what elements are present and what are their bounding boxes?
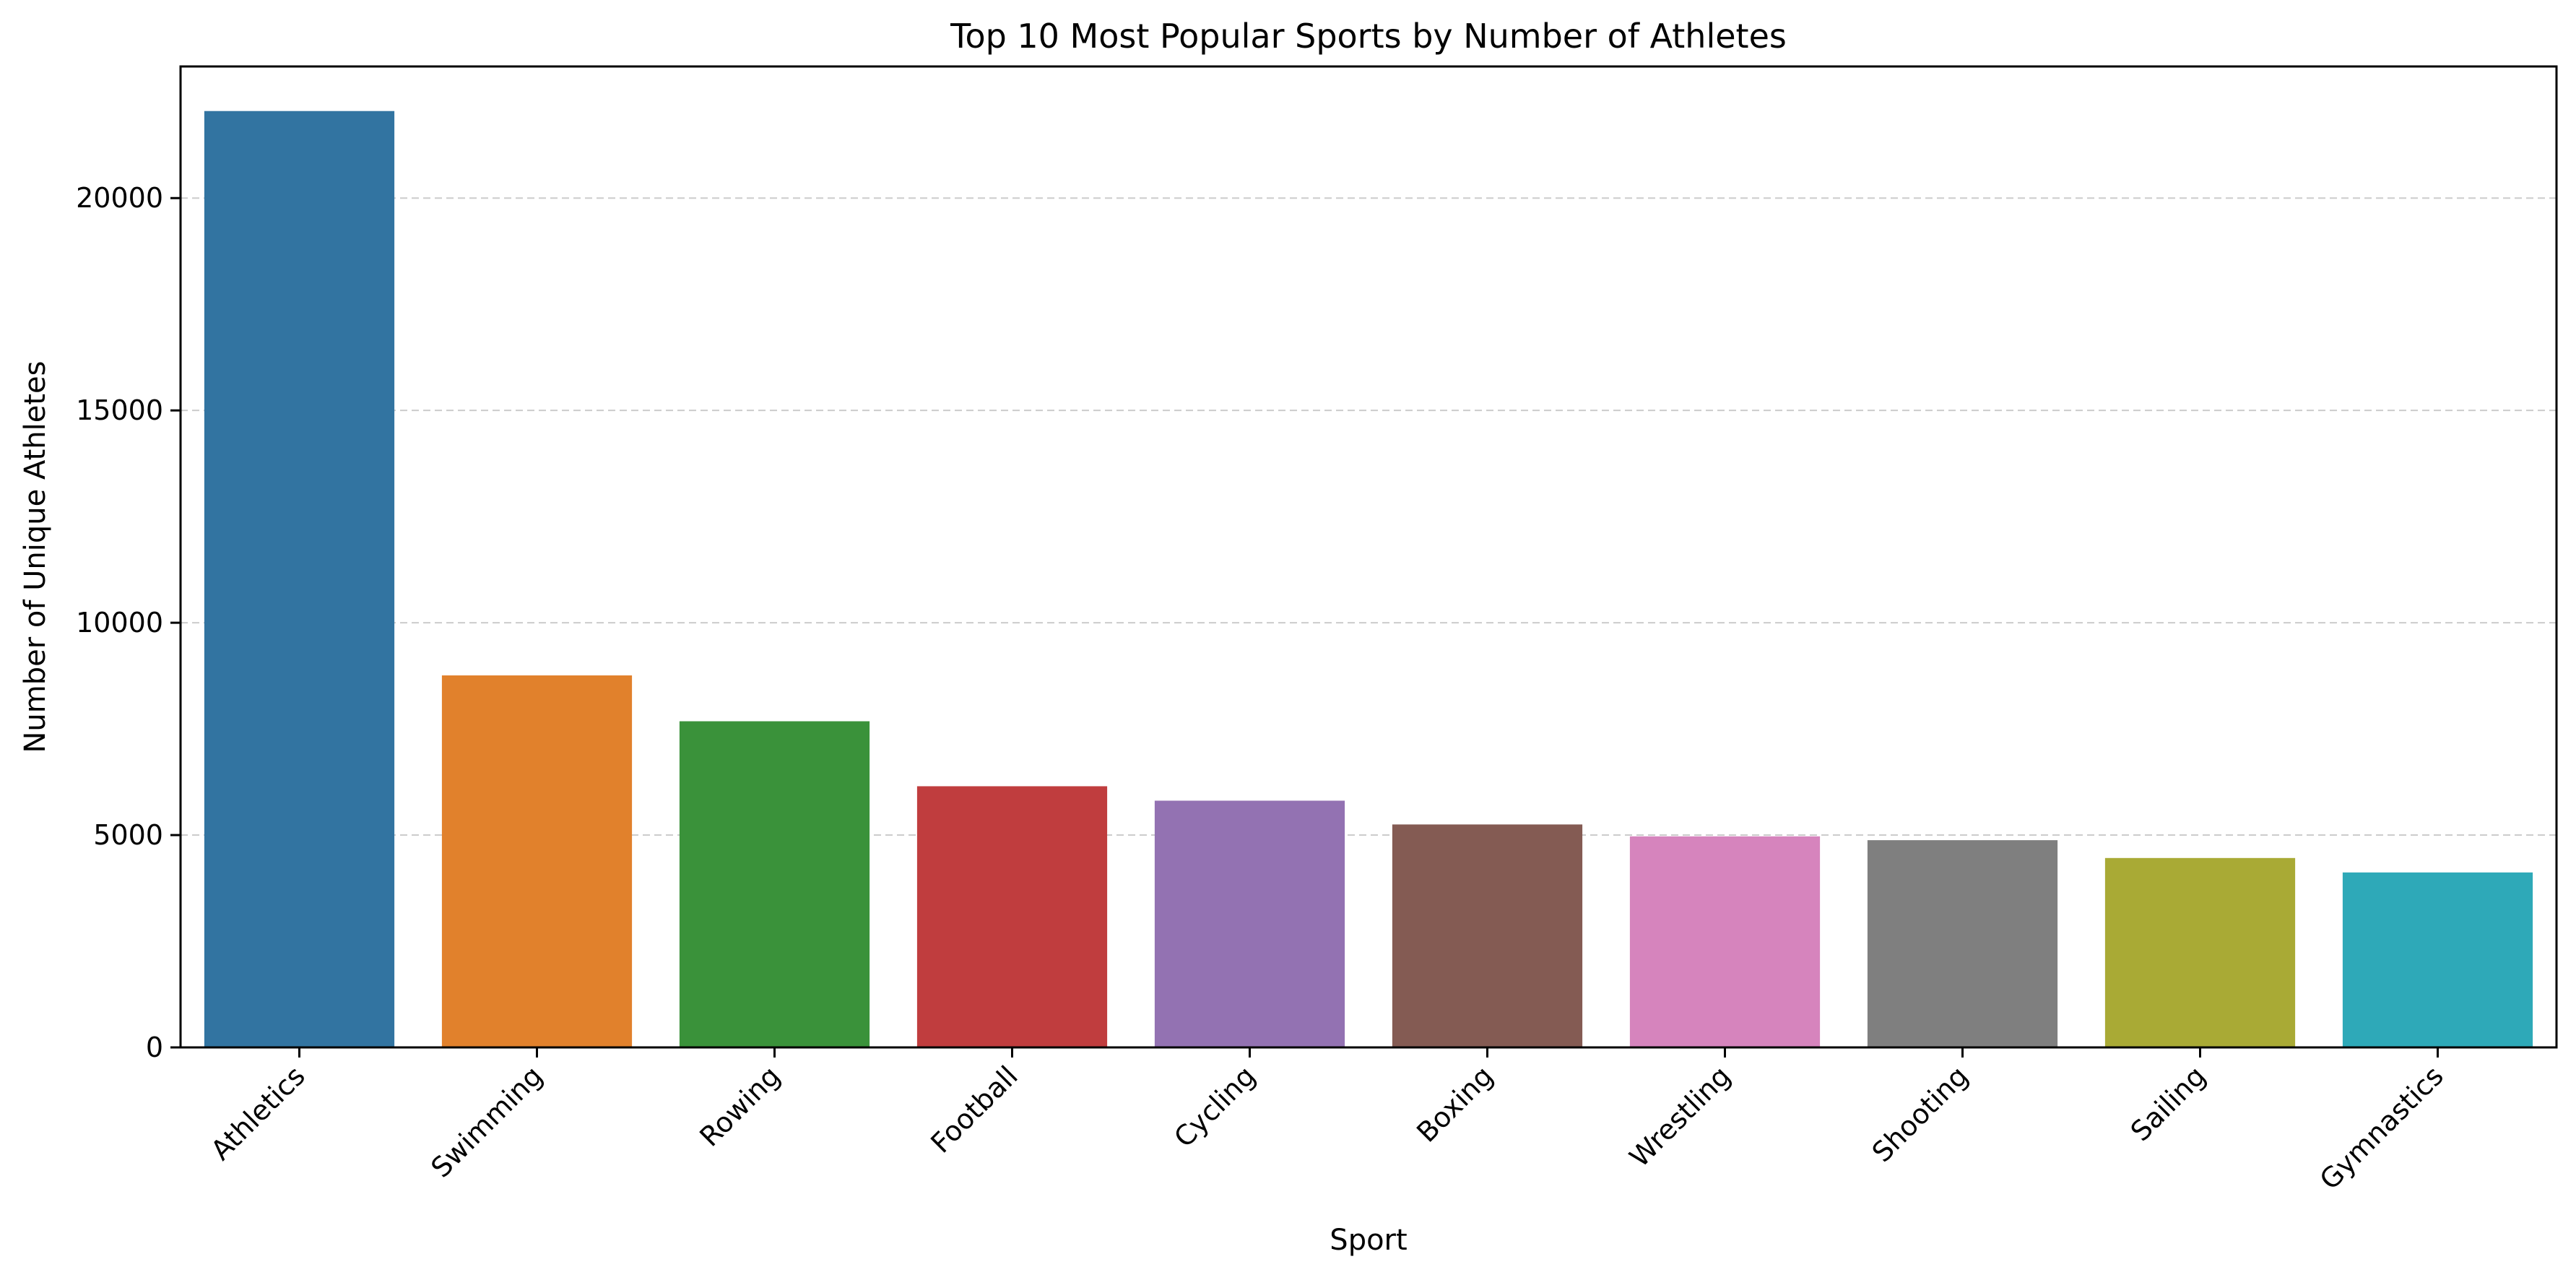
bar-boxing	[1392, 824, 1583, 1047]
x-tick-label: Football	[924, 1060, 1023, 1159]
bar-shooting	[1867, 840, 2058, 1047]
bar-wrestling	[1629, 836, 1821, 1047]
x-tick-label: Wrestling	[1623, 1060, 1737, 1173]
y-tick-label: 15000	[76, 394, 163, 426]
bar-cycling	[1154, 800, 1345, 1047]
y-tick-label: 5000	[93, 819, 163, 851]
x-tick-label: Boxing	[1410, 1060, 1499, 1149]
bar-athletics	[204, 111, 395, 1047]
x-tick-label: Shooting	[1866, 1060, 1974, 1168]
y-tick-label: 20000	[76, 182, 163, 214]
y-axis-ticks: 0 5000 10000 15000 20000	[76, 182, 181, 1063]
bar-football	[916, 786, 1108, 1047]
plot-frame	[179, 65, 2558, 1049]
bars	[204, 111, 2533, 1047]
x-axis-label: Sport	[1330, 1224, 1407, 1257]
bar-sailing	[2104, 857, 2296, 1047]
x-tick-label: Rowing	[693, 1060, 786, 1153]
bar-swimming	[441, 675, 633, 1047]
y-axis-label: Number of Unique Athletes	[19, 360, 52, 753]
x-tick-label: Swimming	[425, 1060, 549, 1184]
bar-gymnastics	[2342, 872, 2533, 1047]
chart-title: Top 10 Most Popular Sports by Number of …	[950, 17, 1787, 56]
x-tick-label: Sailing	[2125, 1060, 2212, 1147]
x-tick-label: Gymnastics	[2314, 1060, 2450, 1195]
x-axis-ticks: Athletics Swimming Rowing Football Cycling Bo…	[204, 1047, 2450, 1196]
bar-rowing	[679, 721, 870, 1047]
x-tick-label: Athletics	[204, 1060, 311, 1166]
y-tick-label: 10000	[76, 607, 163, 639]
x-tick-label: Cycling	[1168, 1060, 1262, 1154]
y-tick-label: 0	[146, 1032, 163, 1063]
